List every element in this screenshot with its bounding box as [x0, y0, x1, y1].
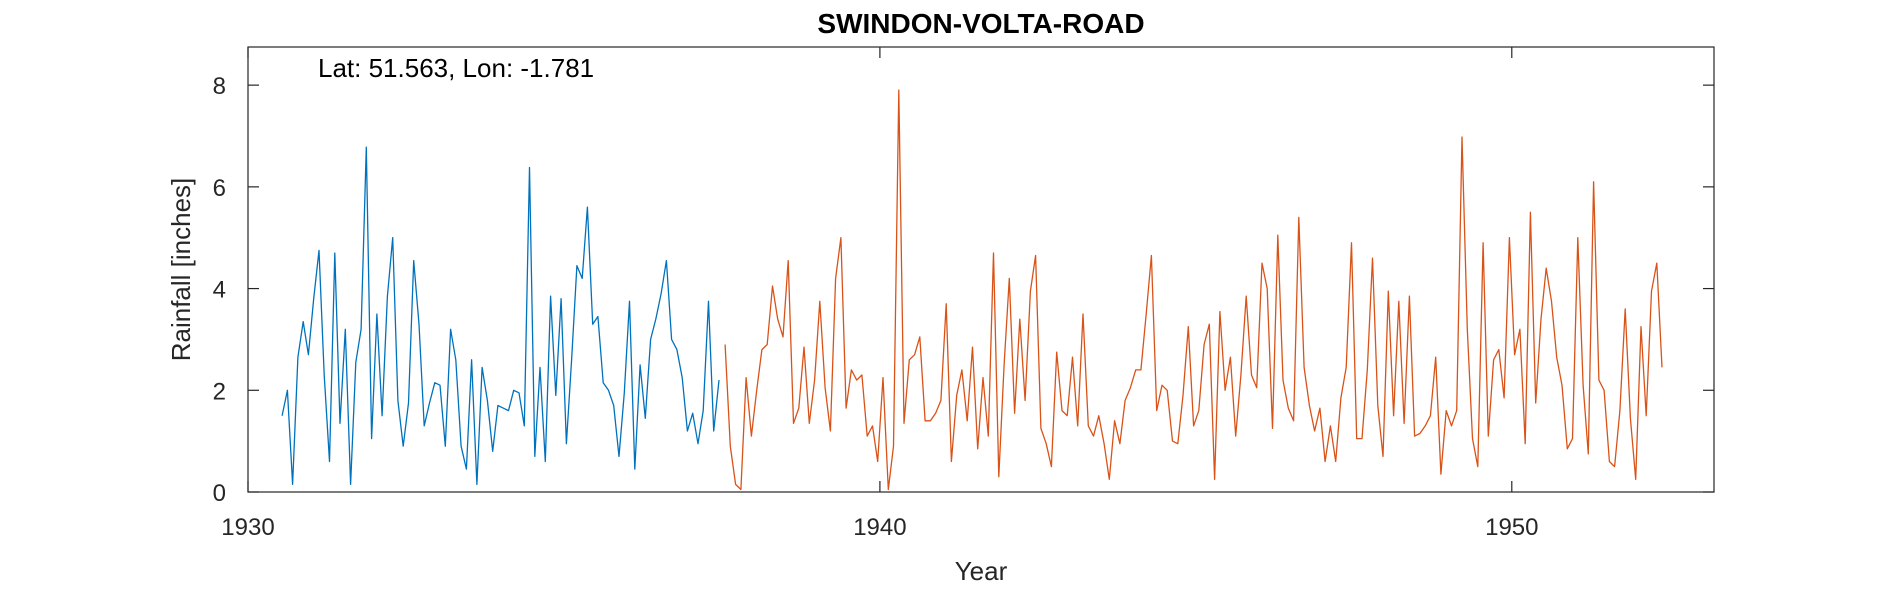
x-tick-label: 1940 — [853, 514, 906, 541]
plot-box — [247, 46, 1715, 493]
y-tick-label: 2 — [213, 378, 226, 405]
y-axis-label: Rainfall [inches] — [166, 178, 196, 362]
y-tick-label: 6 — [213, 175, 226, 202]
x-tick-label: 1930 — [221, 514, 274, 541]
chart-title: SWINDON-VOLTA-ROAD — [817, 8, 1144, 39]
y-tick-label: 8 — [213, 73, 226, 100]
series-line-reconstructed — [724, 89, 1663, 491]
x-axis-label: Year — [955, 556, 1008, 586]
series-line-observed — [281, 146, 720, 486]
x-tick-label: 1950 — [1485, 514, 1538, 541]
y-tick-label: 0 — [213, 480, 226, 507]
lat-lon-annotation: Lat: 51.563, Lon: -1.781 — [318, 53, 594, 83]
y-tick-label: 4 — [213, 277, 226, 304]
